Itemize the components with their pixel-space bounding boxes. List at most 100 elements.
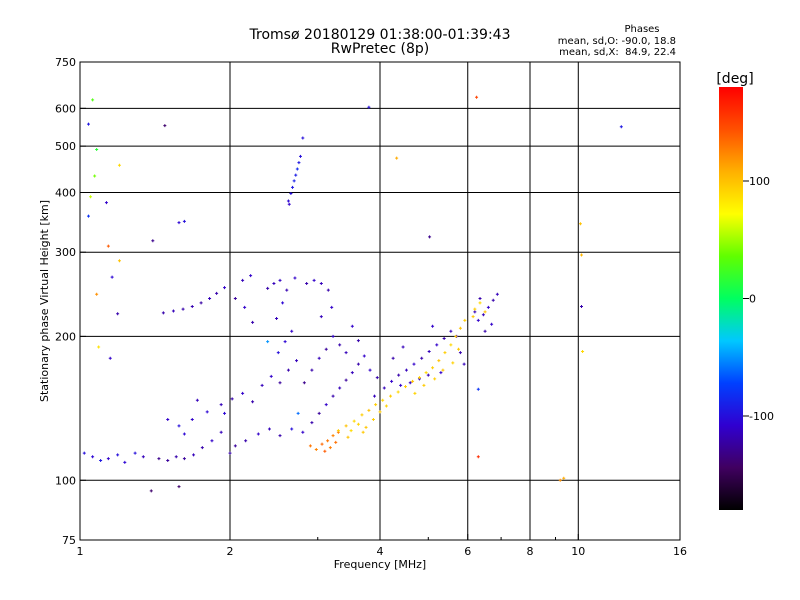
data-point xyxy=(368,368,372,372)
data-point xyxy=(473,310,477,314)
data-point xyxy=(91,98,95,102)
data-point xyxy=(275,316,279,320)
data-point xyxy=(457,347,461,351)
data-point xyxy=(269,374,273,378)
data-point xyxy=(462,362,466,366)
data-point xyxy=(285,288,289,292)
data-point xyxy=(205,410,209,414)
x-tick-label: 2 xyxy=(227,545,234,558)
data-point xyxy=(336,429,340,433)
data-point xyxy=(411,379,415,383)
data-point xyxy=(364,425,368,429)
colorbar xyxy=(719,87,743,510)
y-tick-label: 200 xyxy=(55,330,76,343)
data-point xyxy=(428,235,432,239)
data-point xyxy=(331,394,335,398)
data-point xyxy=(99,458,103,462)
data-point xyxy=(104,201,108,205)
data-point xyxy=(360,413,364,417)
data-point xyxy=(371,418,375,422)
data-point xyxy=(200,446,204,450)
data-point xyxy=(195,398,199,402)
data-point xyxy=(286,199,290,203)
data-point xyxy=(443,351,447,355)
data-point xyxy=(97,345,101,349)
data-point xyxy=(223,286,227,290)
data-point xyxy=(272,282,276,286)
data-point xyxy=(283,340,287,344)
data-point xyxy=(578,222,582,226)
data-point xyxy=(481,313,485,317)
data-point xyxy=(174,455,178,459)
chart-subtitle: RwPretec (8p) xyxy=(331,41,429,57)
data-point xyxy=(356,422,360,426)
data-point xyxy=(317,356,321,360)
data-point xyxy=(276,351,280,355)
data-point xyxy=(290,427,294,431)
data-point xyxy=(166,418,170,422)
data-point xyxy=(420,356,424,360)
data-point xyxy=(116,453,120,457)
data-point xyxy=(243,305,247,309)
stats-heading: Phases xyxy=(624,24,659,35)
data-point xyxy=(449,329,453,333)
data-point xyxy=(399,383,403,387)
data-point xyxy=(344,351,348,355)
data-point xyxy=(422,383,426,387)
data-point xyxy=(350,371,354,375)
y-tick-label: 100 xyxy=(55,474,76,487)
data-point xyxy=(458,326,462,330)
data-point xyxy=(290,329,294,333)
data-point xyxy=(580,304,584,308)
data-point xyxy=(260,383,264,387)
data-point xyxy=(190,418,194,422)
data-point xyxy=(478,301,482,305)
data-point xyxy=(352,419,356,423)
data-point xyxy=(382,386,386,390)
data-point xyxy=(95,292,99,296)
data-point xyxy=(249,274,253,278)
data-point xyxy=(323,449,327,453)
data-point xyxy=(190,304,194,308)
data-point xyxy=(241,391,245,395)
data-point xyxy=(182,457,186,461)
data-point xyxy=(301,430,305,434)
data-point xyxy=(117,259,121,263)
data-point xyxy=(476,318,480,322)
data-point xyxy=(458,351,462,355)
x-tick-label: 16 xyxy=(673,545,687,558)
data-point xyxy=(367,408,371,412)
data-point xyxy=(182,219,186,223)
data-point xyxy=(278,278,282,282)
data-point xyxy=(367,105,371,109)
data-point xyxy=(108,356,112,360)
data-point xyxy=(177,485,181,489)
data-point xyxy=(619,125,623,129)
data-point xyxy=(413,391,417,395)
colorbar-tick-label: 0 xyxy=(749,293,756,306)
data-point xyxy=(301,136,305,140)
y-tick-label: 600 xyxy=(55,102,76,115)
data-point xyxy=(401,345,405,349)
data-point xyxy=(141,455,145,459)
data-point xyxy=(326,439,330,443)
x-tick-label: 10 xyxy=(571,545,585,558)
data-point xyxy=(294,173,298,177)
data-point xyxy=(215,291,219,295)
y-tick-label: 750 xyxy=(55,56,76,69)
data-point xyxy=(330,305,334,309)
data-points xyxy=(82,95,623,493)
x-tick-label: 8 xyxy=(527,545,534,558)
data-point xyxy=(417,376,421,380)
data-point xyxy=(308,444,312,448)
data-point xyxy=(312,278,316,282)
data-point xyxy=(404,368,408,372)
data-point xyxy=(89,195,93,199)
stats-line-o: mean, sd,O: -90.0, 18.8 xyxy=(558,36,676,47)
grid-lines xyxy=(80,62,680,540)
y-tick-label: 400 xyxy=(55,186,76,199)
data-point xyxy=(256,432,260,436)
data-point xyxy=(293,276,297,280)
data-point xyxy=(278,434,282,438)
